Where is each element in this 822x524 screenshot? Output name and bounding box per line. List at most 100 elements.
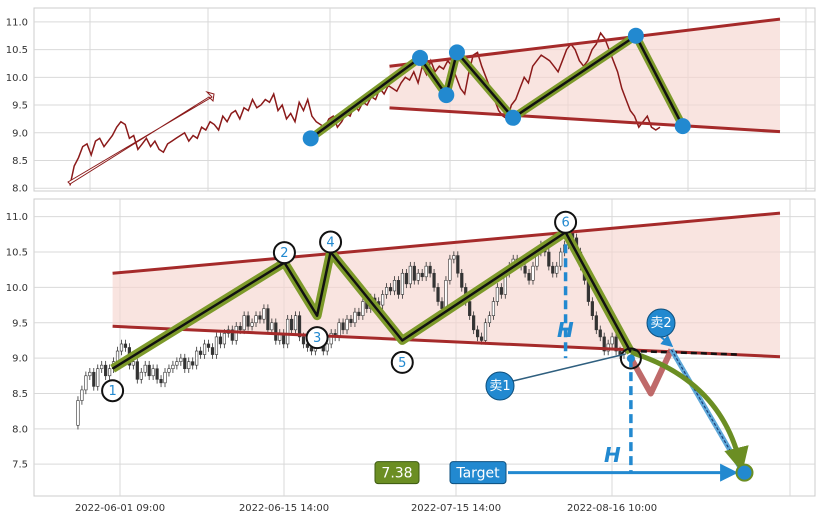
x-tick-label: 2022-06-01 09:00	[75, 503, 165, 514]
candle-body	[468, 301, 472, 316]
pivot-label-2: 2	[280, 246, 288, 261]
candle-body	[598, 329, 602, 338]
candle-body	[381, 294, 385, 306]
candle-body	[412, 265, 416, 281]
candle-body	[472, 315, 476, 331]
pivot-circle	[305, 326, 329, 350]
candle-body	[337, 322, 341, 338]
top-trend-arrow	[67, 90, 215, 185]
candle-body	[523, 265, 527, 274]
candle-body	[254, 315, 258, 324]
top-pivot-marker	[438, 87, 455, 104]
top-pivot-marker	[505, 109, 522, 126]
candle-body	[246, 315, 250, 327]
bottom-panel-x-ticks: 2022-06-01 09:00 2022-06-15 14:00 2022-0…	[75, 503, 657, 514]
candle-body	[199, 350, 203, 355]
sell-2-label: 卖2	[650, 316, 671, 331]
candle-body	[119, 343, 124, 352]
candle-body	[266, 308, 270, 331]
measure-label-h-upper: H	[557, 318, 574, 342]
candle-body	[555, 265, 559, 274]
candle-body	[218, 336, 223, 345]
candle-body	[396, 280, 401, 295]
pivot-circle	[390, 350, 414, 374]
candle-body	[341, 322, 345, 331]
candle-body	[135, 361, 139, 380]
sell-1-label: 卖1	[489, 379, 510, 394]
candle-body	[159, 379, 163, 384]
pivot-circle	[272, 241, 296, 265]
candle-body	[242, 315, 246, 331]
candle-body	[104, 364, 108, 377]
candle-body	[357, 311, 361, 316]
candle-body	[290, 318, 294, 331]
candle-body	[329, 333, 333, 345]
candle-body	[475, 329, 480, 338]
target-value-badge	[374, 461, 420, 485]
candle-body	[479, 336, 484, 341]
top-y-tick-label: 11.0	[6, 17, 28, 28]
candle-body	[238, 325, 242, 331]
x-tick-label: 2022-07-15 14:00	[411, 503, 501, 514]
candle-body	[602, 336, 606, 352]
pivot-label-6: 6	[561, 216, 569, 231]
candle-body	[167, 368, 171, 373]
candle-body	[175, 361, 179, 366]
measure-label-h-lower: H	[604, 443, 621, 467]
sell-1-leader-line	[512, 353, 626, 382]
top-y-tick-label: 9.5	[12, 101, 28, 112]
candle-body	[436, 287, 440, 302]
bottom-upper-channel-line	[112, 211, 781, 275]
candle-body	[76, 400, 80, 426]
candle-body	[400, 272, 405, 295]
pivot-label-1: 1	[108, 384, 116, 399]
bottom-y-tick-label: 10.5	[6, 248, 28, 259]
pivot-circle-7	[619, 347, 642, 370]
pivot-circle	[101, 379, 125, 403]
top-y-tick-label: 8.0	[12, 184, 28, 195]
candle-body	[388, 287, 393, 292]
bottom-y-tick-label: 8.0	[12, 424, 28, 435]
top-y-tick-label: 10.0	[6, 73, 28, 84]
target-badge-text: Target	[455, 466, 500, 482]
candle-body	[353, 311, 357, 324]
candle-body	[195, 350, 199, 366]
bottom-y-tick-label: 8.5	[12, 389, 28, 400]
candle-body	[84, 375, 88, 391]
candle-body	[206, 343, 211, 348]
bottom-y-tick-label: 11.0	[6, 212, 28, 223]
candle-body	[270, 322, 274, 331]
candle-body	[345, 318, 349, 331]
candle-body	[139, 371, 143, 380]
pivot-label-5: 5	[398, 356, 406, 371]
candle-body	[531, 265, 535, 281]
bottom-panel-plot	[76, 210, 781, 482]
candle-body	[440, 301, 444, 309]
candle-body	[448, 258, 452, 281]
top-pivot-marker	[674, 118, 691, 135]
pivot-dot-7	[626, 354, 635, 363]
pivot-label-3: 3	[313, 331, 321, 346]
candle-body	[408, 265, 412, 285]
target-value-text: 7.38	[381, 466, 412, 482]
candle-body	[155, 368, 159, 380]
candle-body	[274, 322, 278, 341]
x-tick-label: 2022-08-16 10:00	[567, 503, 657, 514]
candle-body	[80, 389, 84, 401]
candle-body	[123, 343, 128, 348]
pivot-circle	[319, 230, 343, 254]
candle-body	[183, 357, 187, 370]
candle-body	[214, 336, 219, 355]
top-y-tick-label: 10.5	[6, 45, 28, 56]
candle-body	[392, 280, 397, 292]
top-channel-fill	[389, 19, 780, 132]
candle-body	[293, 315, 298, 331]
candle-body	[404, 272, 408, 285]
candle-body	[131, 361, 135, 366]
candle-body	[424, 265, 428, 278]
candle-body	[301, 336, 306, 345]
candle-body	[547, 251, 551, 267]
candle-body	[187, 361, 191, 370]
top-pivot-marker	[448, 44, 465, 61]
